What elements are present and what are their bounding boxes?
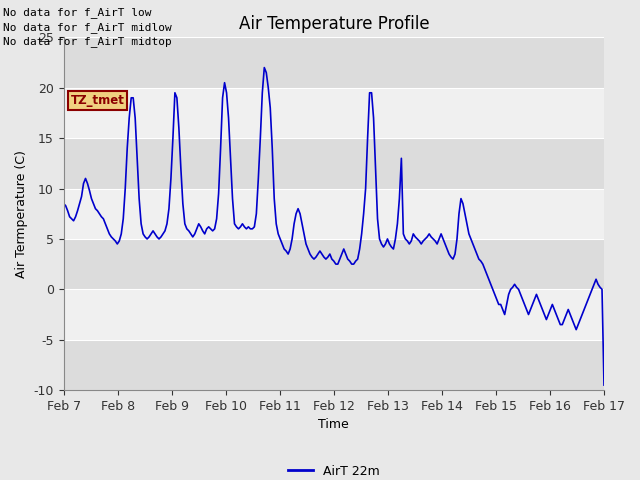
Bar	[63, 88, 604, 138]
Y-axis label: Air Termperature (C): Air Termperature (C)	[15, 150, 28, 277]
Bar	[63, 189, 604, 239]
Text: No data for f_AirT low: No data for f_AirT low	[3, 7, 152, 18]
Bar	[63, 138, 604, 189]
Bar	[63, 340, 604, 390]
Text: TZ_tmet: TZ_tmet	[70, 94, 124, 107]
Text: No data for f_AirT midlow: No data for f_AirT midlow	[3, 22, 172, 33]
Bar	[63, 37, 604, 88]
Text: No data for f_AirT midtop: No data for f_AirT midtop	[3, 36, 172, 47]
Title: Air Temperature Profile: Air Temperature Profile	[239, 15, 429, 33]
Bar	[63, 239, 604, 289]
Legend: AirT 22m: AirT 22m	[283, 460, 385, 480]
Bar	[63, 289, 604, 340]
X-axis label: Time: Time	[319, 419, 349, 432]
